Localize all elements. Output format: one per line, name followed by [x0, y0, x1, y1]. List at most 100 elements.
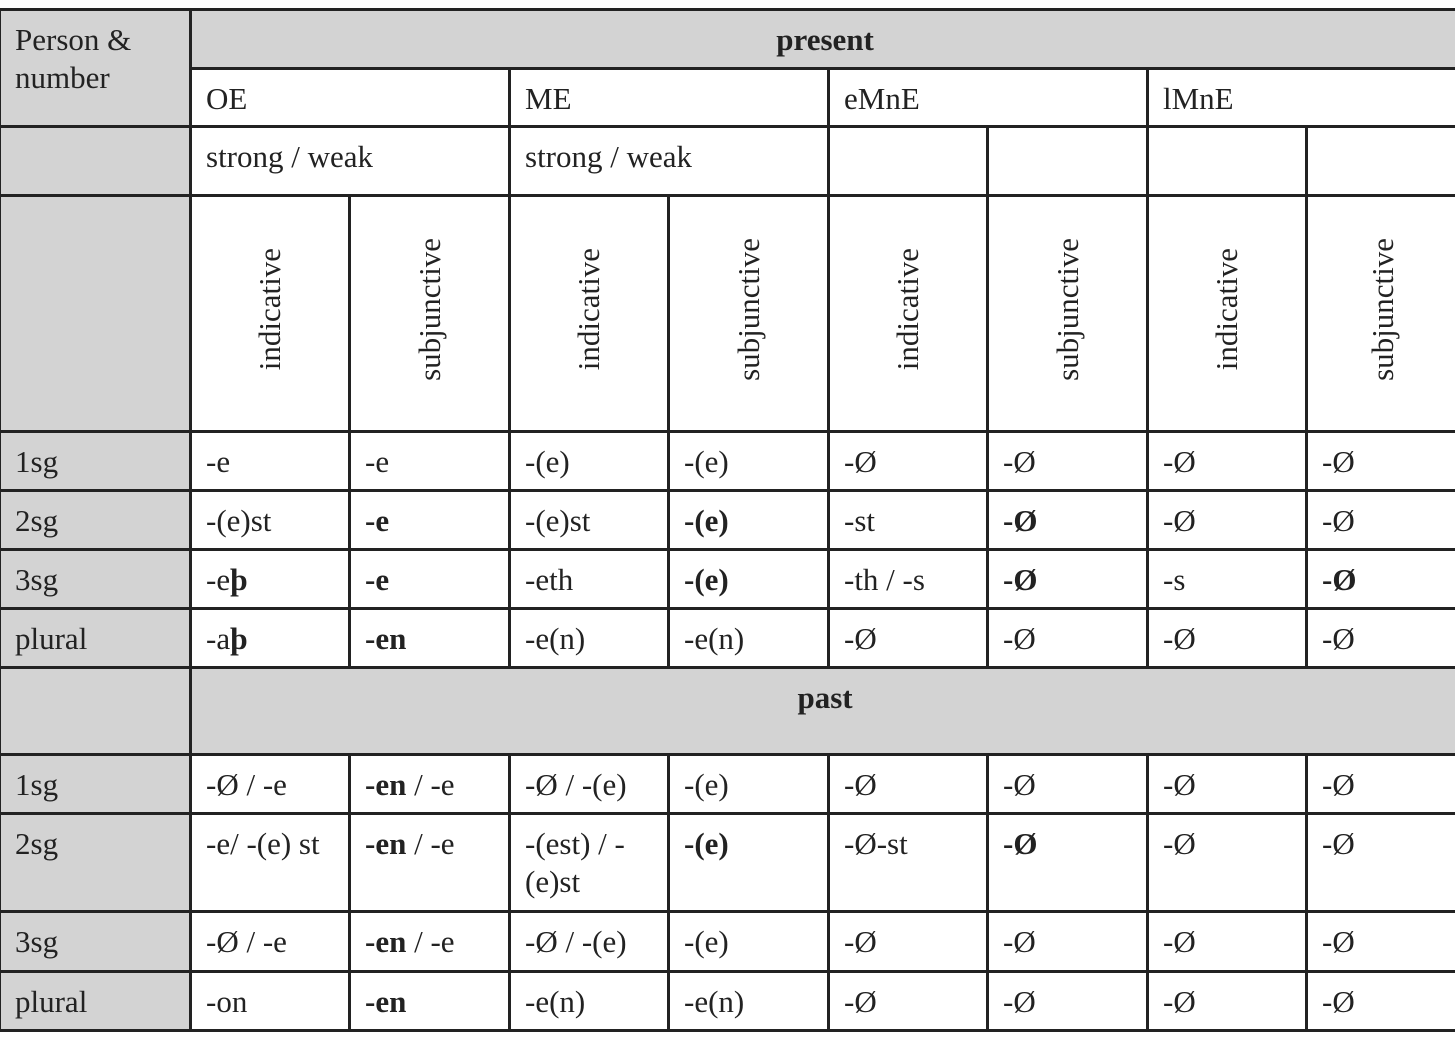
suffix-cell: -(e)	[667, 910, 830, 973]
suffix-text: -Ø	[1322, 621, 1355, 656]
suffix-cell: -e(n)	[508, 970, 670, 1032]
period-oe: OE	[189, 67, 511, 128]
suffix-cell: -Ø	[1304, 548, 1455, 610]
table-row: 3sg -eþ -e -eth -(e) -th / -s -Ø -s -Ø	[0, 548, 1455, 610]
suffix-cell: -e(n)	[667, 970, 830, 1032]
suffix-text: -e	[365, 562, 390, 597]
mood-header-subjunctive: subjunctive	[348, 194, 511, 433]
suffix-text: -Ø	[1163, 444, 1196, 479]
suffix-cell: -e	[348, 489, 511, 551]
mood-label: indicative	[252, 247, 287, 371]
suffix-cell: -e(n)	[508, 607, 670, 669]
suffix-text: -Ø	[1163, 924, 1196, 959]
suffix-cell: -Ø	[1146, 970, 1308, 1032]
suffix-text: -en	[365, 924, 407, 959]
suffix-text: -(e)	[684, 444, 729, 479]
mood-header-subjunctive: subjunctive	[1304, 194, 1455, 433]
suffix-text: -Ø	[1003, 826, 1038, 861]
row-label: 3sg	[0, 548, 192, 610]
row-label: plural	[0, 970, 192, 1032]
table-row: 3sg -Ø / -e -en / -e -Ø / -(e) -(e) -Ø -Ø -Ø -Ø	[0, 910, 1455, 973]
suffix-text: -Ø	[1322, 767, 1355, 802]
suffix-cell: -(est) / -(e)st	[508, 812, 670, 913]
suffix-text: -Ø	[1322, 503, 1355, 538]
suffix-text: -e(n)	[684, 984, 745, 1019]
person-number-header: Person & number	[0, 8, 192, 128]
suffix-text: -Ø	[1003, 444, 1036, 479]
suffix-text: -e	[365, 444, 390, 479]
row-label: 3sg	[0, 910, 192, 973]
suffix-cell: -Ø	[1304, 753, 1455, 815]
suffix-cell: -Ø	[1146, 753, 1308, 815]
empty-cell	[1304, 125, 1455, 197]
suffix-text: -(e)	[684, 562, 729, 597]
suffix-cell: -Ø	[986, 753, 1149, 815]
suffix-cell: -(e)	[667, 753, 830, 815]
mood-header-subjunctive: subjunctive	[986, 194, 1149, 433]
row-label: 2sg	[0, 812, 192, 913]
suffix-text: -e/ -(e) st	[206, 826, 320, 861]
suffix-cell: -en / -e	[348, 910, 511, 973]
empty-header-cell	[0, 125, 192, 197]
suffix-cell: -e(n)	[667, 607, 830, 669]
suffix-cell: -Ø	[1304, 430, 1455, 492]
suffix-cell: -Ø	[827, 910, 989, 973]
suffix-text: -Ø	[1322, 984, 1355, 1019]
suffix-cell: -Ø	[1304, 812, 1455, 913]
empty-header-cell	[0, 194, 192, 433]
row-label: 2sg	[0, 489, 192, 551]
row-label: 1sg	[0, 430, 192, 492]
suffix-cell: -th / -s	[827, 548, 989, 610]
suffix-text: -Ø	[1322, 444, 1355, 479]
suffix-text: -Ø	[844, 984, 877, 1019]
suffix-text: -Ø	[1163, 984, 1196, 1019]
suffix-cell: -Ø	[1146, 489, 1308, 551]
mood-header-subjunctive: subjunctive	[667, 194, 830, 433]
suffix-cell: -Ø	[986, 548, 1149, 610]
suffix-text: -st	[844, 503, 875, 538]
mood-label: indicative	[890, 247, 925, 371]
suffix-cell: -Ø	[1146, 430, 1308, 492]
suffix-cell: -(e)st	[508, 489, 670, 551]
suffix-text: -Ø	[844, 924, 877, 959]
suffix-cell: -e/ -(e) st	[189, 812, 351, 913]
suffix-text: -e	[206, 562, 231, 597]
suffix-text: -Ø	[1003, 503, 1038, 538]
suffix-text: -s	[1163, 562, 1186, 597]
suffix-cell: -Ø-st	[827, 812, 989, 913]
suffix-text: / -e	[406, 767, 455, 802]
mood-header-indicative: indicative	[827, 194, 989, 433]
suffix-cell: -eth	[508, 548, 670, 610]
suffix-cell: -Ø	[1146, 910, 1308, 973]
suffix-text: -(e)	[684, 924, 729, 959]
suffix-cell: -Ø	[827, 753, 989, 815]
period-lmne: lMnE	[1145, 67, 1455, 128]
suffix-text: -Ø	[1163, 621, 1196, 656]
suffix-text: -Ø	[1322, 562, 1357, 597]
suffix-cell: -Ø	[986, 607, 1149, 669]
suffix-text: -Ø	[1163, 826, 1196, 861]
suffix-cell: -Ø / -e	[189, 753, 351, 815]
suffix-text: -Ø / -(e)	[525, 767, 627, 802]
suffix-text: -e(n)	[525, 984, 586, 1019]
mood-label: subjunctive	[1365, 237, 1401, 381]
suffix-text: -(e)	[684, 826, 729, 861]
suffix-cell: -s	[1146, 548, 1308, 610]
verb-class-oe: strong / weak	[189, 125, 511, 197]
suffix-text: -(e)	[684, 503, 729, 538]
row-label: plural	[0, 607, 192, 669]
suffix-cell: -en / -e	[348, 753, 511, 815]
suffix-cell: -Ø	[986, 812, 1149, 913]
mood-label: indicative	[1209, 247, 1244, 371]
suffix-text: -Ø	[1322, 924, 1355, 959]
suffix-text: -Ø	[1003, 984, 1036, 1019]
suffix-cell: -Ø	[986, 489, 1149, 551]
suffix-text: -(e)	[525, 444, 570, 479]
suffix-text: -a	[206, 621, 231, 656]
suffix-text: -Ø / -(e)	[525, 924, 627, 959]
suffix-text: -Ø	[1003, 924, 1036, 959]
suffix-cell: -st	[827, 489, 989, 551]
suffix-text: -Ø / -e	[206, 767, 287, 802]
suffix-text: -on	[206, 984, 248, 1019]
suffix-text: -en	[365, 621, 407, 656]
